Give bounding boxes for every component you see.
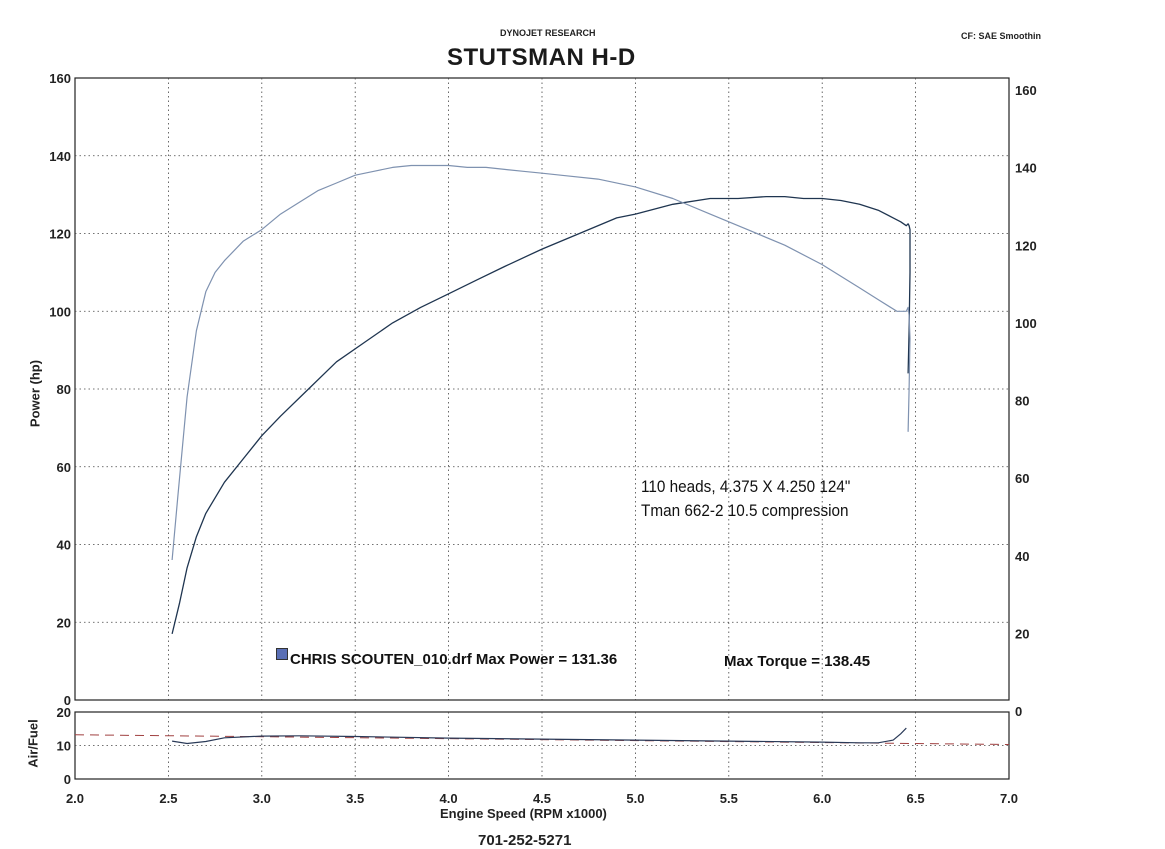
afr-curve: [172, 727, 907, 745]
legend-run-label: CHRIS SCOUTEN_010.drf Max Power = 131.36: [290, 651, 618, 668]
left-tick-label: 140: [49, 149, 71, 164]
x-axis-label: Engine Speed (RPM x1000): [440, 806, 607, 821]
right-tick-label: 120: [1015, 238, 1037, 253]
left-tick-label: 100: [49, 304, 71, 319]
footer-phone: 701-252-5271: [478, 832, 572, 849]
y-axis-label: Power (hp): [27, 359, 43, 428]
x-tick-label: 3.5: [346, 791, 364, 806]
left-tick-label: 80: [57, 382, 71, 397]
left-tick-label: 0: [64, 693, 71, 708]
afr-tick-label: 0: [64, 772, 71, 787]
left-tick-labels: 0 20 40 60 80 100 120 140 160: [49, 71, 71, 708]
x-tick-label: 2.0: [66, 791, 84, 806]
right-tick-label: 80: [1015, 394, 1029, 409]
main-grid: [75, 78, 1009, 700]
legend-torque-label: Max Torque = 138.45: [724, 653, 871, 670]
right-tick-label: 40: [1015, 549, 1029, 564]
afr-axis-label: Air/Fuel: [25, 719, 41, 768]
main-series: [171, 164, 911, 635]
afr-series: [74, 727, 1010, 745]
x-tick-label: 5.0: [626, 791, 644, 806]
afr-tick-label: 20: [57, 705, 71, 720]
right-tick-label: 20: [1015, 626, 1029, 641]
afr-tick-label: 10: [57, 739, 71, 754]
x-tick-label: 3.0: [253, 791, 271, 806]
dynojet-header: DYNOJET RESEARCH: [500, 28, 596, 38]
left-tick-label: 120: [49, 227, 71, 242]
x-tick-label: 4.5: [533, 791, 551, 806]
x-tick-labels: 2.0 2.5 3.0 3.5 4.0 4.5 5.0 5.5 6.0 6.5 7.0: [66, 791, 1018, 806]
right-tick-label: 160: [1015, 83, 1037, 98]
x-tick-label: 6.0: [813, 791, 831, 806]
engine-spec-line1: 110 heads, 4.375 X 4.250 124": [641, 477, 851, 496]
x-tick-label: 6.5: [907, 791, 925, 806]
right-tick-label: 0: [1015, 704, 1022, 719]
left-tick-label: 20: [57, 615, 71, 630]
afr-tick-labels: 0 10 20: [57, 705, 71, 787]
x-tick-label: 2.5: [159, 791, 177, 806]
right-tick-label: 100: [1015, 316, 1037, 331]
torque-curve: [171, 164, 911, 561]
afr-grid: [75, 712, 1009, 779]
chart-title: STUTSMAN H-D: [447, 44, 636, 71]
right-tick-label: 60: [1015, 471, 1029, 486]
power-curve: [171, 195, 911, 635]
x-tick-label: 5.5: [720, 791, 738, 806]
legend-swatch: [276, 648, 288, 660]
right-tick-label: 140: [1015, 161, 1037, 176]
x-tick-label: 4.0: [440, 791, 458, 806]
correction-factor-label: CF: SAE Smoothin: [961, 31, 1041, 41]
left-tick-label: 40: [57, 538, 71, 553]
engine-spec-line2: Tman 662-2 10.5 compression: [641, 501, 849, 520]
x-tick-label: 7.0: [1000, 791, 1018, 806]
right-tick-labels: 0 20 40 60 80 100 120 140 160: [1015, 83, 1037, 719]
left-tick-label: 60: [57, 460, 71, 475]
left-tick-label: 160: [49, 71, 71, 86]
